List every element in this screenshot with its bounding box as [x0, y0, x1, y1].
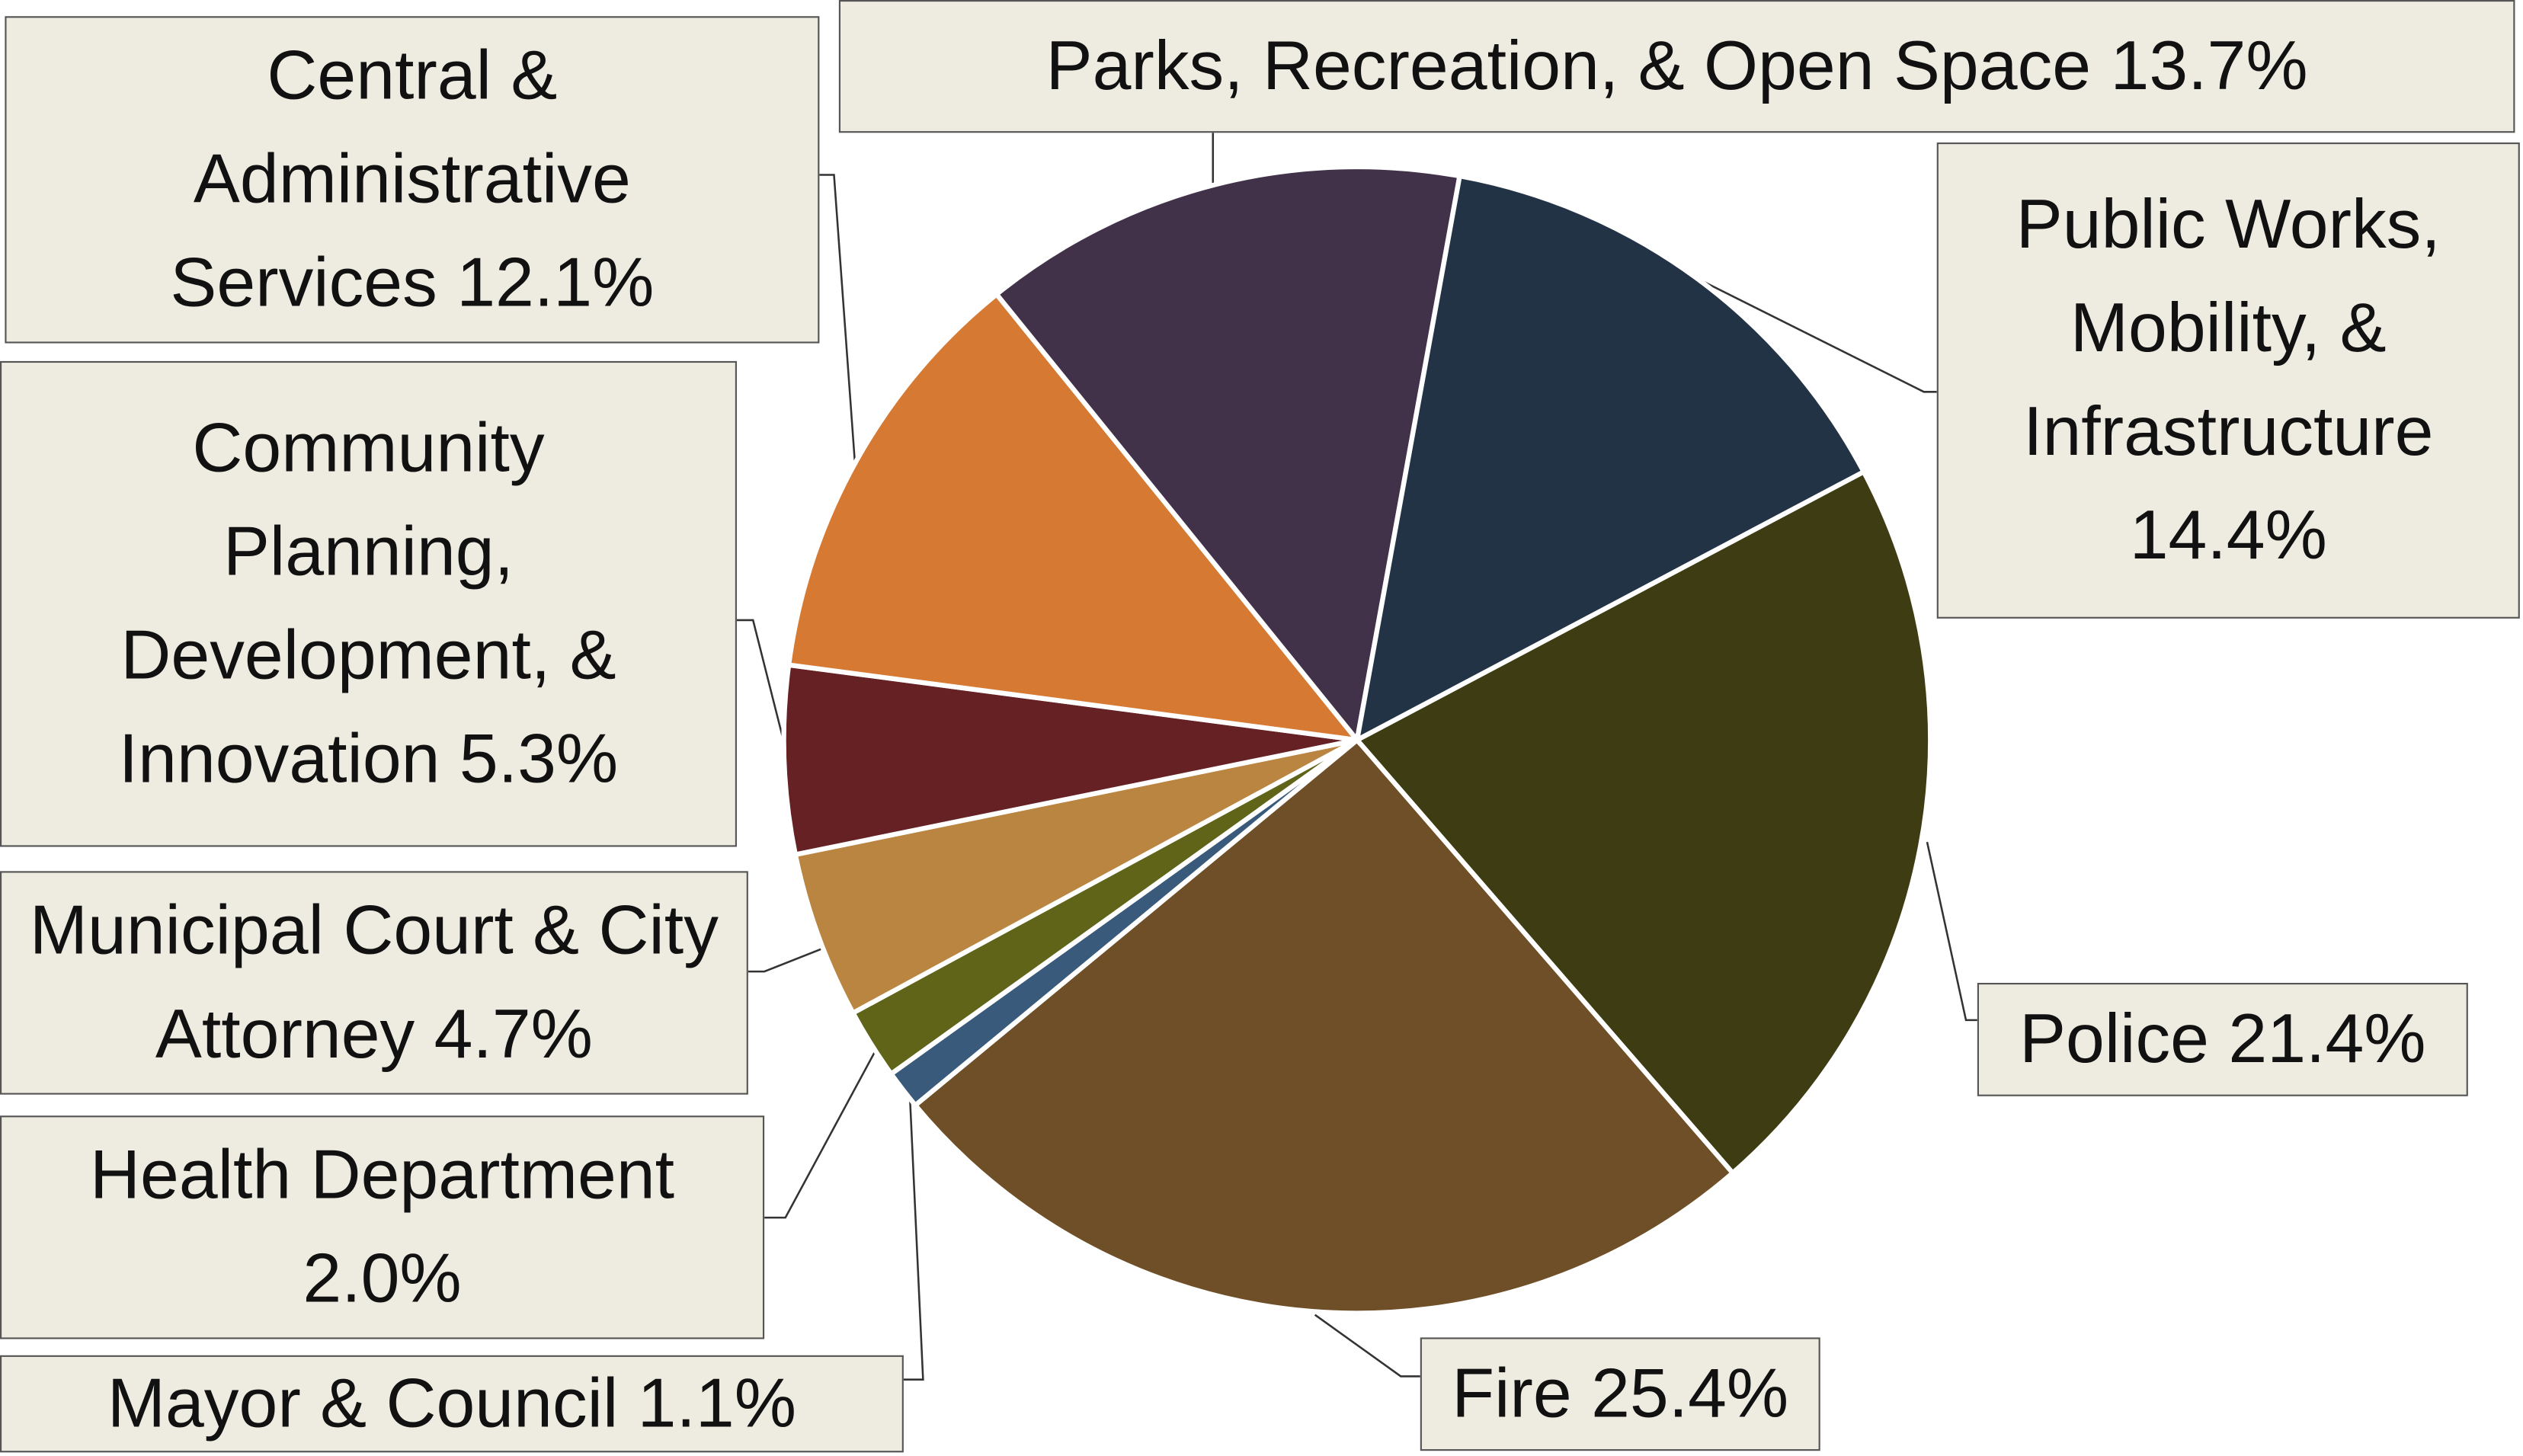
leader-line	[1926, 841, 1977, 1022]
value-label: 25.4%	[1591, 1355, 1789, 1433]
category-label: Police	[2019, 1000, 2210, 1079]
value-label: 21.4%	[2228, 1000, 2426, 1079]
category-label: Mayor & Council	[107, 1365, 619, 1443]
leader-line	[1314, 1314, 1420, 1378]
pie-slice	[1353, 173, 1868, 745]
data-label: Municipal Court & City Attorney 4.7%	[0, 871, 748, 1095]
leader-line	[903, 1101, 924, 1381]
data-label: Fire 25.4%	[1420, 1337, 1820, 1451]
category-label: Health Department	[90, 1136, 675, 1214]
category-label: Municipal Court & City Attorney	[29, 891, 719, 1074]
value-label: 2.0%	[303, 1240, 462, 1318]
leader-line	[819, 174, 856, 466]
data-label: Central & Administrative Services 12.1%	[5, 16, 820, 344]
category-label: Public Works, Mobility, & Infrastructure	[2016, 186, 2441, 472]
category-label: Community Planning, Development, & Innov…	[118, 409, 616, 798]
pie-slice	[993, 164, 1463, 746]
data-label: Community Planning, Development, & Innov…	[0, 360, 737, 847]
data-label: Mayor & Council 1.1%	[0, 1355, 904, 1453]
category-label: Parks, Recreation, & Open Space	[1045, 27, 2092, 106]
data-label: Police 21.4%	[1977, 982, 2468, 1096]
pie-slice	[786, 290, 1363, 744]
leader-lines	[736, 133, 1977, 1381]
leader-line	[748, 946, 827, 973]
leader-line	[736, 619, 790, 762]
value-label: 14.4%	[2129, 497, 2327, 575]
pie-slice	[1353, 468, 1933, 1177]
value-label: 12.1%	[456, 244, 655, 322]
value-label: 5.3%	[459, 720, 619, 798]
category-label: Fire	[1452, 1355, 1572, 1433]
value-label: 1.1%	[637, 1365, 796, 1443]
pie-slice	[781, 662, 1358, 858]
value-label: 4.7%	[434, 995, 593, 1074]
data-label: Public Works, Mobility, & Infrastructure…	[1936, 142, 2520, 619]
data-label: Health Department 2.0%	[0, 1115, 765, 1339]
pie-slice	[792, 738, 1359, 1016]
leader-line	[764, 1051, 876, 1219]
pie-slice	[911, 736, 1737, 1316]
category-label: Central & Administrative Services	[170, 37, 631, 322]
leader-line	[1690, 274, 1937, 393]
data-label: Parks, Recreation, & Open Space 13.7%	[838, 0, 2515, 133]
value-label: 13.7%	[2110, 27, 2308, 106]
